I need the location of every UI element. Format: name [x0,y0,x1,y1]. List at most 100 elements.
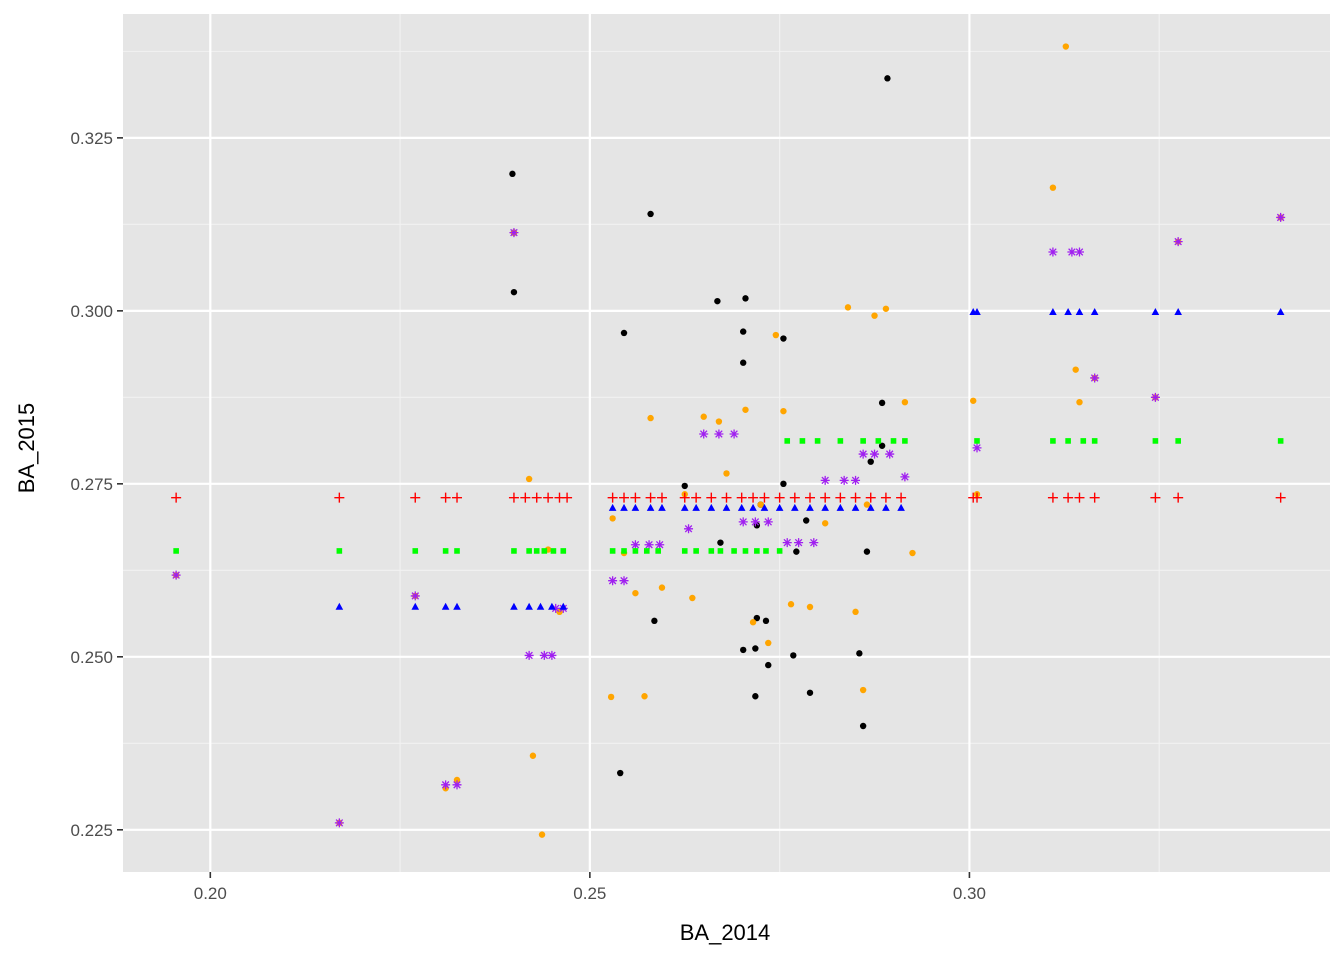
data-point-plus [334,492,345,503]
data-point-circle [806,603,814,611]
data-point-triangle [851,503,860,511]
data-point-square [1175,438,1181,444]
data-point-plus [440,492,451,503]
data-point-triangle [453,602,461,610]
data-point-circle [1072,366,1079,373]
data-point-square [511,548,517,554]
data-point-plus [1063,492,1074,503]
data-point-circle [714,297,721,305]
data-point-square [533,548,540,554]
x-tick-label: 0.20 [194,884,227,903]
data-point-triangle [749,503,757,511]
data-point-square [173,548,179,554]
data-point-asterisk [729,429,739,439]
data-point-asterisk [441,780,451,790]
data-point-triangle [821,503,829,511]
data-point-asterisk [619,576,629,586]
data-point-triangle [1276,308,1285,316]
data-point-triangle [1090,308,1099,316]
data-point-triangle [646,503,655,511]
data-point-plus [645,492,656,503]
data-point-circle [882,305,890,312]
data-point-square [717,548,724,554]
data-point-triangle [1174,308,1182,316]
x-tick-label: 0.25 [573,884,606,903]
data-point-triangle [882,503,890,511]
data-point-square [550,548,557,554]
data-point-circle [806,689,814,696]
data-point-circle [632,589,639,597]
data-point-circle [1076,398,1083,406]
data-point-square [681,548,688,554]
data-point-triangle [441,602,450,610]
data-point-circle [740,328,747,335]
data-point-plus [452,492,463,503]
data-point-plus [1275,492,1286,503]
data-point-asterisk [763,517,773,527]
data-point-triangle [335,602,344,610]
y-tick-label: 0.275 [70,475,113,494]
data-points [171,43,1286,838]
data-point-plus [736,492,747,503]
data-point-plus [721,492,732,503]
data-point-circle [647,414,654,422]
data-point-square [1050,438,1056,444]
data-point-triangle [525,602,533,610]
data-point-square [799,438,806,444]
data-point-square [708,548,715,554]
data-point-plus [805,492,816,503]
data-point-plus [508,492,519,503]
data-point-plus [1089,492,1100,503]
data-point-circle [871,312,878,319]
data-point-asterisk [539,650,549,660]
data-point-square [776,548,783,554]
data-point-triangle [510,602,518,610]
data-point-circle [753,614,761,622]
data-point-circle [617,769,624,777]
data-point-circle [859,722,867,730]
data-point-circle [529,752,537,759]
data-point-triangle [973,308,981,316]
data-point-square [621,548,627,554]
data-point-asterisk [839,475,849,485]
y-tick-label: 0.325 [70,129,113,148]
data-point-circle [757,501,764,508]
data-point-asterisk [738,517,748,527]
data-point-square [731,548,737,554]
data-point-asterisk [858,449,868,459]
y-tick-label: 0.250 [70,648,113,667]
data-point-circle [793,548,800,555]
data-point-circle [780,407,787,415]
data-point-plus [835,492,846,503]
data-point-circle [658,584,666,591]
data-point-plus [896,492,907,503]
data-series-plus [171,492,1286,503]
data-point-square [442,548,449,554]
data-point-square [860,438,866,444]
data-point-asterisk [644,540,654,550]
y-axis-title: BA_2015 [14,403,39,494]
data-point-square [890,438,897,444]
data-point-square [336,548,343,554]
data-point-triangle [722,503,731,511]
data-point-circle [863,548,871,555]
data-point-circle [867,458,874,465]
data-point-circle [878,442,886,449]
data-point-circle [844,304,852,311]
data-point-square [693,548,699,554]
data-point-plus [865,492,876,503]
data-point-asterisk [1067,247,1077,257]
data-point-circle [742,295,749,302]
data-point-plus [748,492,759,503]
data-point-circle [780,335,787,342]
data-point-circle [647,210,654,218]
data-point-plus [774,492,785,503]
data-point-triangle [1075,308,1084,316]
data-point-asterisk [171,570,181,580]
data-point-plus [562,492,573,503]
data-series-triangle [335,308,1285,610]
data-point-square [454,548,460,554]
data-point-circle [970,397,977,404]
data-point-square [1152,438,1159,444]
